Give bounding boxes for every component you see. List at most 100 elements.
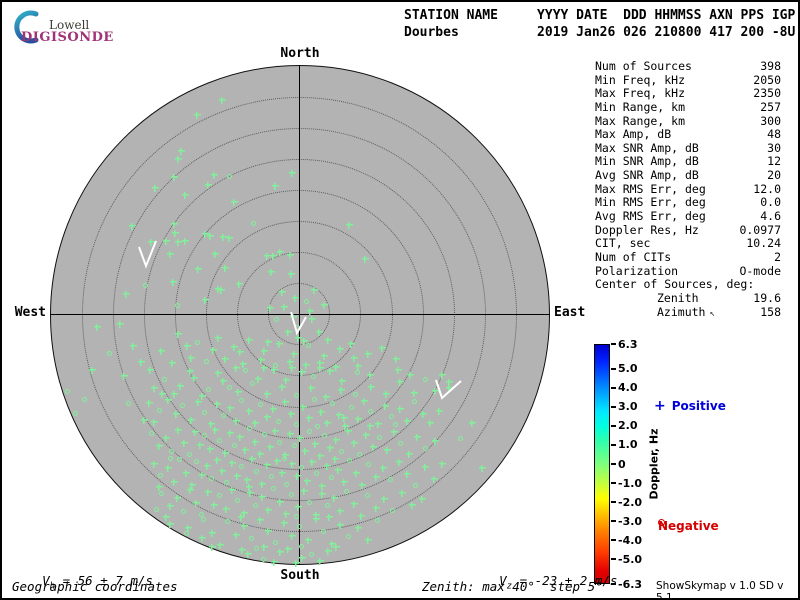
colorbar-tick-label: 5.0 <box>618 362 638 376</box>
colorbar-tick <box>611 558 616 561</box>
positive-legend: + Positive <box>654 398 726 414</box>
doppler-axis-label: Doppler, Hz <box>647 428 661 500</box>
param-label: Polarization <box>595 263 679 278</box>
compass-east-label: East <box>554 305 586 320</box>
param-label: Max SNR Amp, dB <box>595 140 699 155</box>
param-row: Avg RMS Err, deg 4.6 <box>595 209 781 224</box>
colorbar-tick-label: -3.0 <box>618 514 643 528</box>
colorbar-tick <box>611 520 616 522</box>
param-value: 19.6 <box>753 290 781 305</box>
colorbar-tick <box>611 343 616 345</box>
param-value: 257 <box>760 99 781 114</box>
param-label: Min RMS Err, deg <box>595 195 706 210</box>
param-label: Num of Sources <box>595 59 692 73</box>
compass-south-label: South <box>280 568 320 583</box>
positive-legend-label: Positive <box>671 399 726 413</box>
coordinate-system-label: Geographic coordinates <box>12 579 178 594</box>
param-label: Avg SNR Amp, dB <box>595 168 699 183</box>
param-row: Min Freq, kHz 2050 <box>595 72 781 88</box>
doppler-colorbar <box>594 344 610 584</box>
param-value: 0.0977 <box>739 222 781 237</box>
param-row: Min RMS Err, deg 0.0 <box>595 196 781 210</box>
zenith-range-label: Zenith: max 40° step 5° <box>422 579 603 594</box>
colorbar-tick-label: -1.0 <box>618 476 643 490</box>
logo-lowell-text: Lowell <box>49 18 90 32</box>
colorbar-tick-label: 3.0 <box>618 400 638 414</box>
logo-digisonde-text: DIGISONDE <box>21 30 114 45</box>
param-label: Max Freq, kHz <box>595 86 686 101</box>
colorbar-tick-label: 2.0 <box>618 419 638 433</box>
software-version-label: ShowSkymap v 1.0 SD v 5.1 <box>656 580 784 600</box>
colorbar-tick <box>611 463 616 465</box>
param-value: 30 <box>767 140 781 155</box>
compass-west-label: West <box>14 305 46 320</box>
colorbar-tick-label: 1.0 <box>618 438 638 452</box>
horizontal-velocity-readout: Vh = 56 ± 7 m/s <box>42 573 153 592</box>
param-label: Max RMS Err, deg <box>595 181 706 196</box>
param-row: Max SNR Amp, dB 30 <box>595 140 781 156</box>
param-row: Num of CITs 2 <box>595 249 781 265</box>
param-label: Min SNR Amp, dB <box>595 154 699 169</box>
param-row: Azimuth ↖ 158 <box>595 304 781 320</box>
colorbar-tick-label: 6.3 <box>618 337 638 351</box>
param-value: 158 <box>760 304 781 319</box>
param-row: Min SNR Amp, dB 12 <box>595 155 781 169</box>
param-row: Polarization O-mode <box>595 263 781 279</box>
param-value: 2050 <box>753 72 781 87</box>
param-row: Center of Sources, deg: <box>595 278 781 292</box>
digisonde-logo: Lowell DIGISONDE <box>12 10 142 45</box>
east-west-axis <box>50 314 550 316</box>
param-row: Avg SNR Amp, dB 20 <box>595 168 781 183</box>
param-value: 2 <box>774 249 781 264</box>
param-row: Num of Sources 398 <box>595 59 781 74</box>
crescent-icon <box>14 10 39 44</box>
colorbar-tick-label: 4.0 <box>618 381 638 395</box>
param-label: Num of CITs <box>595 249 672 264</box>
param-value: 12 <box>767 154 781 169</box>
parameters-panel: Num of Sources 398 Min Freq, kHz 2050 Max Fr… <box>595 59 781 320</box>
colorbar-tick <box>611 583 616 585</box>
param-row: Max Freq, kHz 2350 <box>595 87 781 101</box>
header-column-titles: STATION NAME YYYY DATE DDD HHMMSS AXN PP… <box>404 8 796 23</box>
colorbar-tick-label: 0 <box>618 457 626 471</box>
param-row: Zenith 19.6 <box>595 290 781 306</box>
param-value: 4.6 <box>760 209 781 224</box>
param-value: 398 <box>760 59 781 73</box>
colorbar-tick <box>611 367 616 370</box>
colorbar-tick-label: -2.0 <box>618 495 643 509</box>
param-value: 20 <box>767 168 781 183</box>
negative-legend: Negative <box>658 519 719 533</box>
param-row: CIT, sec 10.24 <box>595 237 781 251</box>
param-value: O-mode <box>739 263 781 278</box>
param-label: Doppler Res, Hz <box>595 222 699 237</box>
colorbar-tick-label: -6.3 <box>618 577 643 591</box>
param-value: 48 <box>767 127 781 142</box>
colorbar-tick <box>611 387 616 389</box>
colorbar-tick-label: -4.0 <box>618 533 643 547</box>
param-row: Doppler Res, Hz 0.0977 <box>595 222 781 238</box>
param-value: 300 <box>760 113 781 128</box>
negative-legend-label: Negative <box>658 519 719 533</box>
vertical-velocity-readout: Vz = -23 ± 2 m/s <box>499 573 618 592</box>
colorbar-tick <box>611 444 616 446</box>
header-station-values: Dourbes 2019 Jan26 026 210800 417 200 -8… <box>404 25 796 40</box>
param-label: Center of Sources, deg: <box>595 277 755 292</box>
param-label: Min Freq, kHz <box>595 72 686 87</box>
param-value: 0.0 <box>760 195 781 210</box>
param-value: 10.24 <box>746 236 781 251</box>
colorbar-tick <box>611 406 616 408</box>
colorbar-tick <box>611 501 616 503</box>
colorbar-tick <box>611 539 616 541</box>
param-row: Max RMS Err, deg 12.0 <box>595 181 781 197</box>
param-value: 2350 <box>753 86 781 101</box>
param-label: Min Range, km <box>595 99 686 114</box>
param-label: Zenith <box>657 290 699 305</box>
param-row: Max Range, km 300 <box>595 113 781 129</box>
param-label: Avg RMS Err, deg <box>595 209 706 224</box>
colorbar-tick-label: -5.0 <box>618 552 643 566</box>
param-label: CIT, sec <box>595 236 651 251</box>
circle-marker-icon <box>658 519 665 526</box>
compass-north-label: North <box>280 46 320 61</box>
param-value: 12.0 <box>753 181 781 196</box>
